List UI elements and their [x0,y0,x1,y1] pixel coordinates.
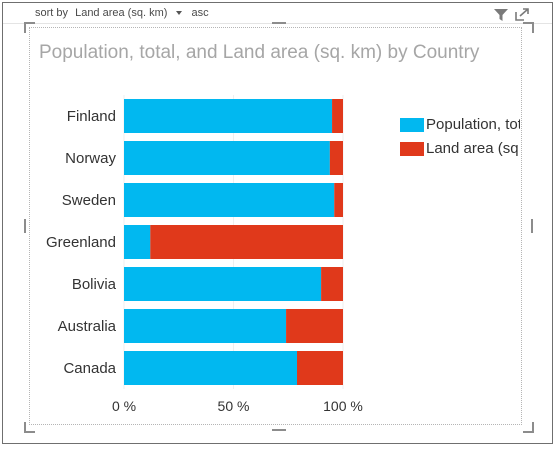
bar-norway-series-1[interactable] [329,141,343,175]
category-label-canada: Canada [63,360,116,377]
category-label-greenland: Greenland [46,234,116,251]
sort-field: Land area (sq. km) [75,7,168,19]
category-label-finland: Finland [67,108,116,125]
resize-handle-bottom-right[interactable] [523,422,534,433]
resize-handle-top[interactable] [272,22,286,24]
chevron-down-icon[interactable] [176,10,183,15]
filter-icon[interactable] [493,8,509,22]
category-label-bolivia: Bolivia [72,276,117,293]
legend-label-1: Land area (sq. km) [426,140,520,157]
category-label-norway: Norway [65,150,116,167]
legend-label-0: Population, total [426,116,520,133]
resize-handle-right[interactable] [531,219,533,233]
bar-australia-series-0[interactable] [124,309,287,343]
x-tick-label-1: 50 % [218,398,250,414]
resize-handle-left[interactable] [24,219,26,233]
legend-swatch-1 [400,142,424,156]
bar-sweden-series-0[interactable] [124,183,335,217]
chart-title: Population, total, and Land area (sq. km… [39,42,480,63]
resize-handle-bottom[interactable] [272,429,286,431]
x-tick-label-0: 0 % [112,398,136,414]
category-label-sweden: Sweden [62,192,116,209]
bar-greenland-series-1[interactable] [150,225,343,259]
bar-finland-series-0[interactable] [124,99,333,133]
bar-norway-series-0[interactable] [124,141,330,175]
bar-canada-series-1[interactable] [297,351,343,385]
bar-canada-series-0[interactable] [124,351,298,385]
resize-handle-top-left[interactable] [24,22,35,33]
resize-handle-top-right[interactable] [523,22,534,33]
bar-sweden-series-1[interactable] [334,183,343,217]
sort-prefix: sort by [35,7,69,19]
visual-selection-border [29,27,522,425]
bar-australia-series-1[interactable] [286,309,343,343]
x-tick-label-2: 100 % [323,398,363,414]
bar-greenland-series-0[interactable] [124,225,151,259]
sort-order: asc [191,7,209,19]
focus-mode-icon[interactable] [514,8,530,22]
category-label-australia: Australia [58,318,117,335]
legend-item-0[interactable]: Population, total [400,116,520,140]
sort-indicator[interactable]: sort by Land area (sq. km) asc [35,7,209,19]
bar-bolivia-series-0[interactable] [124,267,322,301]
chart-legend: Population, total Land area (sq. km) [400,116,520,164]
resize-handle-bottom-left[interactable] [24,422,35,433]
bar-finland-series-1[interactable] [332,99,343,133]
legend-item-1[interactable]: Land area (sq. km) [400,140,520,164]
legend-swatch-0 [400,118,424,132]
bar-bolivia-series-1[interactable] [321,267,343,301]
